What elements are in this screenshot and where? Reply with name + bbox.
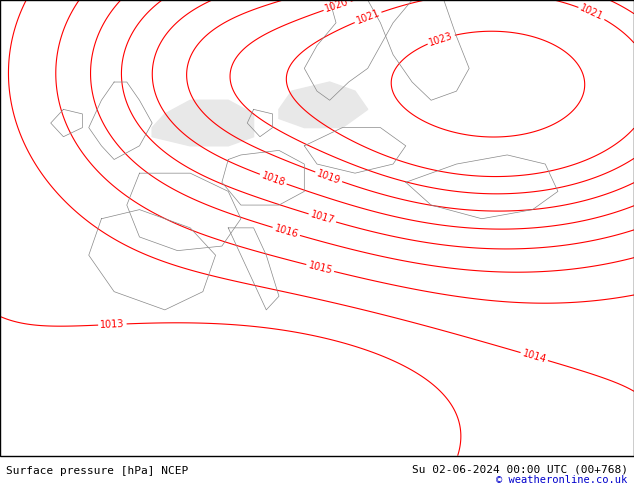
Text: Surface pressure [hPa] NCEP: Surface pressure [hPa] NCEP bbox=[6, 466, 188, 476]
Text: 1019: 1019 bbox=[316, 168, 342, 186]
Text: 1021: 1021 bbox=[578, 3, 605, 23]
Text: 1020: 1020 bbox=[324, 0, 351, 14]
Text: 1013: 1013 bbox=[100, 319, 125, 330]
Text: 1023: 1023 bbox=[428, 30, 455, 48]
Text: 1018: 1018 bbox=[260, 171, 287, 188]
Text: 1016: 1016 bbox=[273, 223, 299, 240]
Polygon shape bbox=[279, 82, 368, 127]
Text: 1021: 1021 bbox=[354, 8, 381, 26]
Text: 1017: 1017 bbox=[309, 210, 335, 226]
Text: 1014: 1014 bbox=[521, 348, 547, 365]
Polygon shape bbox=[152, 100, 254, 146]
Text: © weatheronline.co.uk: © weatheronline.co.uk bbox=[496, 475, 628, 485]
Text: Su 02-06-2024 00:00 UTC (00+768): Su 02-06-2024 00:00 UTC (00+768) bbox=[411, 465, 628, 474]
Text: 1015: 1015 bbox=[307, 260, 333, 276]
